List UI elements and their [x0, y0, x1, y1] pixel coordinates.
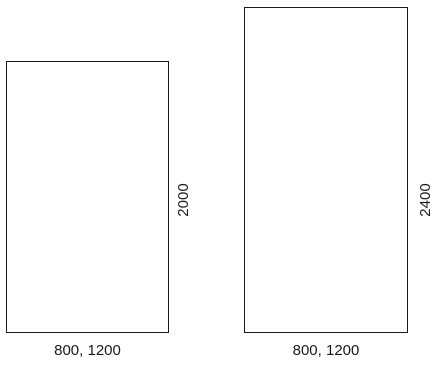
- panel-rectangle-2: [244, 7, 408, 333]
- panel-1-width-label: 800, 1200: [54, 342, 121, 359]
- panel-1-height-label: 2000: [175, 183, 192, 217]
- panel-rectangle-1: [6, 61, 169, 333]
- panel-2-width-label: 800, 1200: [292, 342, 360, 359]
- panel-2-height-label: 2400: [417, 183, 434, 217]
